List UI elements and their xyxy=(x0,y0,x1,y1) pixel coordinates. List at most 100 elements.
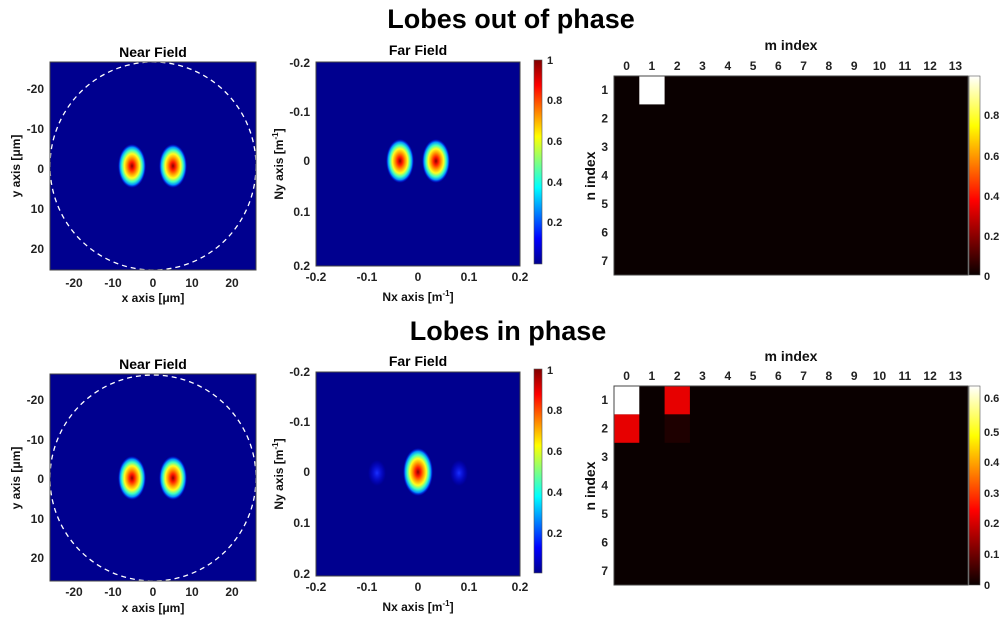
m-tick: 8 xyxy=(826,59,833,73)
colorbar-tick: 0.2 xyxy=(547,528,562,540)
n-tick: 2 xyxy=(601,112,608,126)
n-tick-labels: 1 2 3 4 5 6 7 xyxy=(601,83,608,268)
left-lobe xyxy=(118,144,146,188)
y-tick-labels: -20 -10 0 10 20 xyxy=(27,393,45,565)
x-tick-labels: -20 -10 0 10 20 xyxy=(65,276,239,290)
x-tick-labels: -0.2 -0.1 0 0.1 0.2 xyxy=(306,580,529,594)
m-tick: 13 xyxy=(949,59,963,73)
plot-area xyxy=(50,374,256,581)
colorbar: 1 0.8 0.6 0.4 0.2 xyxy=(533,365,563,574)
x-axis-label: m index xyxy=(765,348,818,364)
colorbar-tick: 0.6 xyxy=(984,393,999,405)
n-tick: 4 xyxy=(601,169,608,183)
n-tick: 4 xyxy=(601,479,608,493)
x-tick: 0.1 xyxy=(461,270,478,284)
n-tick: 7 xyxy=(601,254,608,268)
n-tick: 6 xyxy=(601,535,608,549)
plot-frame xyxy=(613,385,969,586)
x-tick: -0.1 xyxy=(357,270,378,284)
y-axis-label: y axis [μm] xyxy=(9,135,23,198)
m-tick: 1 xyxy=(649,369,656,383)
y-tick: -10 xyxy=(27,433,45,447)
x-tick: 20 xyxy=(225,276,239,290)
matrix-cell xyxy=(614,414,640,443)
x-tick: 0 xyxy=(150,585,157,599)
plot-area xyxy=(316,62,520,266)
y-tick: 0.1 xyxy=(293,205,310,219)
n-tick: 5 xyxy=(601,197,608,211)
m-tick: 4 xyxy=(724,59,731,73)
colorbar-scale xyxy=(968,385,981,586)
colorbar-tick: 0.4 xyxy=(547,487,563,499)
x-tick: 0 xyxy=(415,580,422,594)
unit-exponent: -1 xyxy=(271,442,280,450)
colorbar-tick: 1 xyxy=(547,365,553,377)
plot-area xyxy=(50,62,256,270)
m-tick: 7 xyxy=(800,369,807,383)
label-text: Nx axis [m xyxy=(382,290,442,304)
matrix-cell xyxy=(664,386,690,415)
m-tick: 7 xyxy=(800,59,807,73)
far-field-plot: Far Field -0.2 -0.1 0 0.1 0.2 -0.2 -0.1 … xyxy=(271,353,563,614)
m-tick: 9 xyxy=(851,369,858,383)
colorbar-tick: 0.2 xyxy=(547,217,562,229)
m-tick: 9 xyxy=(851,59,858,73)
x-tick: 10 xyxy=(185,585,199,599)
colorbar-tick: 0.8 xyxy=(547,95,562,107)
m-tick: 11 xyxy=(898,59,911,73)
label-text: Ny axis [m xyxy=(272,140,286,200)
m-tick: 6 xyxy=(775,59,782,73)
n-tick: 3 xyxy=(601,140,608,154)
x-tick: -20 xyxy=(65,585,83,599)
unit-exponent: -1 xyxy=(442,289,450,298)
plot-title: Near Field xyxy=(119,44,187,60)
plot-title: Far Field xyxy=(389,353,447,369)
n-tick: 5 xyxy=(601,507,608,521)
colorbar-tick: 0.6 xyxy=(547,446,562,458)
label-text: Nx axis [m xyxy=(382,600,442,614)
m-tick: 3 xyxy=(699,369,706,383)
y-tick: 0 xyxy=(303,154,310,168)
y-tick: -0.2 xyxy=(289,56,310,70)
y-axis-label: n index xyxy=(582,151,598,200)
y-tick-labels: -0.2 -0.1 0 0.1 0.2 xyxy=(289,365,310,581)
near-field-plot: Near Field -20 -10 0 10 20 -20 -10 0 10 … xyxy=(9,356,257,615)
m-tick: 0 xyxy=(623,59,630,73)
unit-close: ] xyxy=(272,128,286,132)
colorbar-scale xyxy=(533,368,543,574)
n-tick: 1 xyxy=(601,393,608,407)
colorbar-tick: 0.1 xyxy=(984,549,999,561)
y-axis-label: Ny axis [m-1] xyxy=(271,438,286,509)
colorbar: 0.6 0.5 0.4 0.3 0.2 0.1 0 xyxy=(968,385,1000,592)
plot-title: Far Field xyxy=(389,42,447,58)
section-title: Lobes in phase xyxy=(410,316,607,346)
colorbar-tick: 0.8 xyxy=(547,405,562,417)
m-tick: 1 xyxy=(649,59,656,73)
m-tick: 6 xyxy=(775,369,782,383)
colorbar-tick: 0.8 xyxy=(984,110,999,122)
colorbar: 1 0.8 0.6 0.4 0.2 xyxy=(533,55,563,265)
m-tick: 3 xyxy=(699,59,706,73)
x-tick: 20 xyxy=(225,585,239,599)
y-tick: 0 xyxy=(37,162,44,176)
x-axis-label: m index xyxy=(765,37,818,53)
y-tick: -20 xyxy=(27,393,45,407)
x-tick: -0.1 xyxy=(357,580,378,594)
x-tick: -20 xyxy=(65,276,83,290)
m-tick: 5 xyxy=(750,59,757,73)
central-lobe xyxy=(403,448,433,496)
matrix-cells xyxy=(614,386,690,443)
colorbar-tick: 0.2 xyxy=(984,518,999,530)
m-tick: 10 xyxy=(873,59,887,73)
section-out-of-phase: Lobes out of phase Near Field -20 -10 0 … xyxy=(9,4,1000,305)
m-tick: 8 xyxy=(826,369,833,383)
x-tick-labels: -0.2 -0.1 0 0.1 0.2 xyxy=(306,270,529,284)
x-tick: -0.2 xyxy=(306,580,327,594)
colorbar-tick: 0.4 xyxy=(984,191,1000,203)
n-tick: 3 xyxy=(601,450,608,464)
x-axis-label: x axis [μm] xyxy=(122,291,185,305)
x-tick-labels: -20 -10 0 10 20 xyxy=(65,585,239,599)
plot-frame xyxy=(315,61,521,267)
